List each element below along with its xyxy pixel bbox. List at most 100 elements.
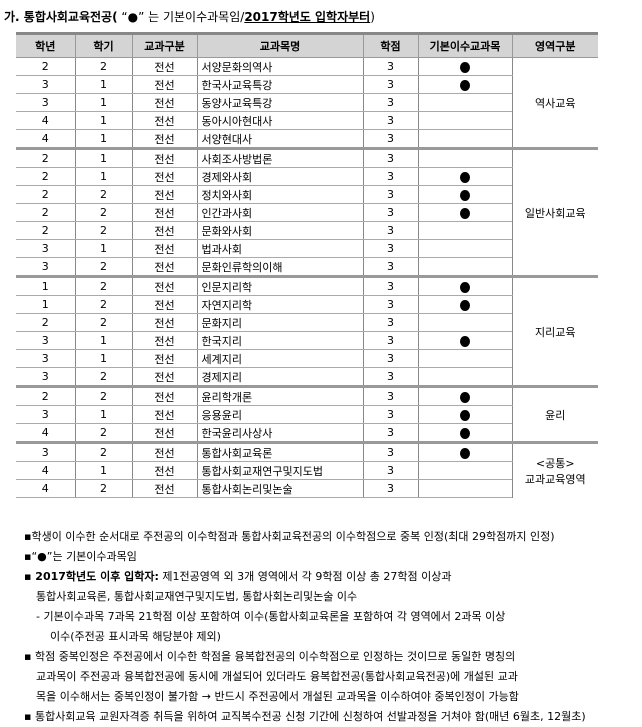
basic-course-cell <box>417 461 512 480</box>
note: - 기본이수과목 7과목 21학점 이상 포함하여 이수(통합사회교육론을 포함… <box>36 610 506 623</box>
basic-course-cell <box>417 313 512 332</box>
filled-circle-icon <box>460 447 470 459</box>
year-cell: 1 <box>16 295 75 314</box>
category-cell: 전선 <box>131 295 197 314</box>
credit-cell: 3 <box>362 331 418 350</box>
year-cell: 3 <box>16 93 75 112</box>
category-cell: 전선 <box>131 405 197 424</box>
table-row: 1 2 전선 자연지리학 3 <box>16 295 598 314</box>
basic-course-cell <box>417 111 512 130</box>
course-name-cell: 통합사회교육론 <box>196 441 363 462</box>
filled-circle-icon <box>460 427 470 439</box>
semester-cell: 2 <box>74 313 132 332</box>
column-header: 영역구분 <box>511 32 598 58</box>
table-row: 3 2 전선 문화인류학의이해 3 <box>16 257 598 277</box>
note: 목을 이수해서는 중복인정이 불가함 → 반드시 주전공에서 개설된 교과목을 … <box>36 690 519 703</box>
course-name-cell: 서양현대사 <box>196 129 363 149</box>
table-row: 3 1 전선 법과사회 3 <box>16 239 598 258</box>
filled-circle-icon <box>460 299 470 311</box>
semester-cell: 2 <box>74 479 132 498</box>
year-cell: 3 <box>16 441 75 462</box>
semester-cell: 1 <box>74 239 132 258</box>
course-name-cell: 정치와사회 <box>196 185 363 204</box>
category-cell: 전선 <box>131 167 197 186</box>
category-cell: 전선 <box>131 349 197 368</box>
course-name-cell: 경제지리 <box>196 367 363 387</box>
semester-cell: 1 <box>74 461 132 480</box>
credit-cell: 3 <box>362 313 418 332</box>
semester-cell: 1 <box>74 167 132 186</box>
table-row: 2 2 전선 문화지리 3 <box>16 313 598 332</box>
credit-cell: 3 <box>362 111 418 130</box>
year-cell: 2 <box>16 221 75 240</box>
credit-cell: 3 <box>362 349 418 368</box>
notes: ▪학생이 이수한 순서대로 주전공의 이수학점과 통합사회교육전공의 이수학점으… <box>24 527 624 727</box>
column-header: 학년 <box>16 32 75 58</box>
semester-cell: 1 <box>74 147 132 168</box>
basic-course-cell <box>417 295 512 314</box>
column-header: 학점 <box>362 32 418 58</box>
course-name-cell: 인간과사회 <box>196 203 363 222</box>
credit-cell: 3 <box>362 147 418 168</box>
year-cell: 3 <box>16 405 75 424</box>
course-name-cell: 통합사회교재연구및지도법 <box>196 461 363 480</box>
category-cell: 전선 <box>131 111 197 130</box>
semester-cell: 2 <box>74 203 132 222</box>
basic-course-cell <box>417 331 512 350</box>
category-cell: 전선 <box>131 385 197 406</box>
table-row: 3 1 전선 동양사교육특강 3 <box>16 93 598 112</box>
filled-circle-icon <box>460 79 470 91</box>
basic-course-cell <box>417 167 512 186</box>
credit-cell: 3 <box>362 423 418 443</box>
basic-course-cell <box>417 423 512 443</box>
course-table: 학년 학기 교과구분 교과목명 학점 기본이수교과목 영역구분 2 2 전선 서양문화의역사 3 역사… <box>16 32 598 498</box>
basic-course-cell <box>417 203 512 222</box>
note: 통합사회교육론, 통합사회교재연구및지도법, 통합사회논리및논술 이수 <box>36 590 358 603</box>
credit-cell: 3 <box>362 479 418 498</box>
semester-cell: 1 <box>74 129 132 149</box>
year-cell: 2 <box>16 57 75 76</box>
category-cell: 전선 <box>131 203 197 222</box>
basic-course-cell <box>417 257 512 277</box>
credit-cell: 3 <box>362 239 418 258</box>
table-row: 3 2 전선 경제지리 3 <box>16 367 598 387</box>
table-row: 3 1 전선 한국사교육특강 3 <box>16 75 598 94</box>
table-row: 2 2 전선 정치와사회 3 <box>16 185 598 204</box>
year-cell: 2 <box>16 385 75 406</box>
year-cell: 4 <box>16 479 75 498</box>
table-row: 2 1 전선 경제와사회 3 <box>16 167 598 186</box>
year-cell: 3 <box>16 239 75 258</box>
course-name-cell: 한국윤리사상사 <box>196 423 363 443</box>
table-row: 4 1 전선 통합사회교재연구및지도법 3 <box>16 461 598 480</box>
course-name-cell: 경제와사회 <box>196 167 363 186</box>
filled-circle-icon <box>460 281 470 293</box>
category-cell: 전선 <box>131 93 197 112</box>
category-cell: 전선 <box>131 147 197 168</box>
credit-cell: 3 <box>362 221 418 240</box>
year-cell: 4 <box>16 461 75 480</box>
area-cell: 윤리 <box>511 385 598 443</box>
basic-course-cell <box>417 367 512 387</box>
category-cell: 전선 <box>131 221 197 240</box>
credit-cell: 3 <box>362 367 418 387</box>
basic-course-cell <box>417 147 512 168</box>
semester-cell: 1 <box>74 349 132 368</box>
basic-course-cell <box>417 441 512 462</box>
filled-circle-icon <box>460 171 470 183</box>
year-cell: 4 <box>16 423 75 443</box>
category-cell: 전선 <box>131 461 197 480</box>
semester-cell: 2 <box>74 295 132 314</box>
note: ▪ 학점 중복인정은 주전공에서 이수한 학점을 융복합전공의 이수학점으로 인… <box>24 650 516 663</box>
semester-cell: 2 <box>74 441 132 462</box>
credit-cell: 3 <box>362 75 418 94</box>
section-title: 가. 통합사회교육전공( “●” 는 기본이수과목임/2017학년도 입학자부터… <box>4 10 375 24</box>
course-name-cell: 동양사교육특강 <box>196 93 363 112</box>
course-name-cell: 한국사교육특강 <box>196 75 363 94</box>
category-cell: 전선 <box>131 185 197 204</box>
column-header: 교과구분 <box>131 32 197 58</box>
credit-cell: 3 <box>362 203 418 222</box>
note: 이수(주전공 표시과목 해당분야 제외) <box>50 630 221 643</box>
course-name-cell: 인문지리학 <box>196 275 363 296</box>
table-row: 3 1 전선 응용윤리 3 <box>16 405 598 424</box>
course-name-cell: 사회조사방법론 <box>196 147 363 168</box>
